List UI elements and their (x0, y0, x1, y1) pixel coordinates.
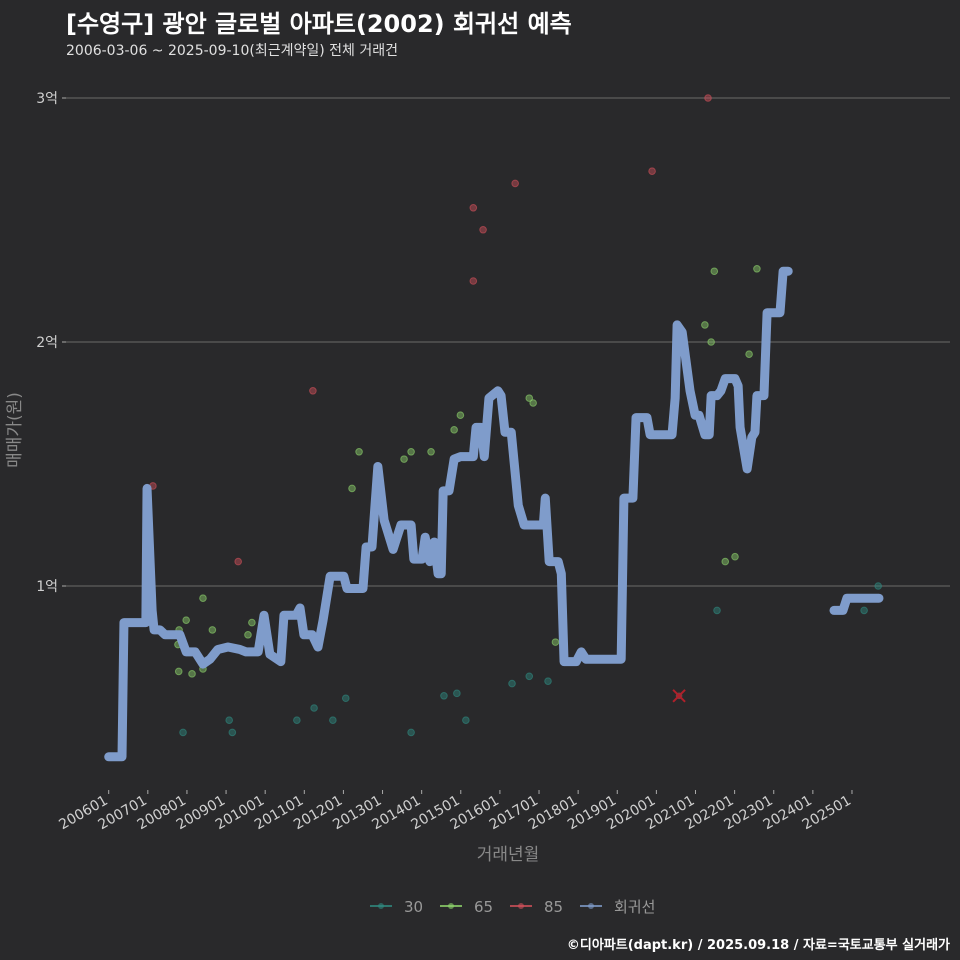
data-point-30 (525, 672, 534, 681)
data-point-30 (228, 728, 237, 737)
data-point-65 (199, 594, 207, 603)
data-point-30 (508, 679, 516, 688)
data-point-65 (701, 321, 709, 329)
data-point-65 (355, 448, 363, 456)
data-point-65 (456, 411, 465, 420)
y-tick-label: 2억 (36, 335, 58, 351)
data-point-65 (348, 484, 356, 493)
data-point-65 (707, 338, 715, 346)
regression-line (829, 593, 884, 615)
data-point-30 (293, 716, 301, 725)
legend-marker-85 (518, 903, 524, 909)
data-point-30 (179, 728, 187, 737)
data-point-30 (713, 606, 721, 615)
source-credit: ©디아파트(dapt.kr) / 2025.09.18 / 자료=국토교통부 실… (566, 938, 950, 953)
data-point-85 (309, 387, 317, 395)
data-point-85 (469, 204, 478, 212)
data-point-65 (400, 455, 408, 463)
data-point-30 (329, 716, 337, 725)
data-point-65 (731, 552, 739, 561)
data-point-30 (874, 582, 882, 590)
data-point-65 (551, 638, 560, 646)
regression-line (104, 266, 793, 762)
y-tick-label: 1억 (36, 579, 58, 595)
data-point-30 (453, 689, 461, 698)
data-point-30 (860, 606, 868, 615)
data-point-65 (525, 394, 534, 402)
y-tick-label: 3억 (36, 91, 58, 107)
data-point-65 (529, 399, 537, 407)
data-point-65 (753, 265, 761, 273)
legend-label-65: 65 (474, 898, 493, 916)
data-point-85 (511, 179, 519, 188)
data-point-65 (427, 448, 435, 456)
data-point-65 (208, 626, 217, 634)
data-point-30 (341, 694, 350, 703)
data-point-65 (244, 631, 252, 639)
data-point-30 (544, 677, 552, 685)
y-axis-label: 매매가(원) (5, 392, 25, 468)
legend-label-85: 85 (544, 898, 563, 916)
legend-marker-regression (588, 903, 594, 909)
data-point-65 (188, 670, 196, 678)
data-point-30 (407, 728, 415, 737)
data-point-65 (745, 350, 753, 359)
data-point-30 (462, 716, 470, 725)
legend-label-regression: 회귀선 (614, 898, 655, 916)
data-point-85 (648, 167, 656, 175)
legend: 30 65 85 회귀선 (370, 898, 655, 916)
legend-label-30: 30 (404, 898, 423, 916)
data-point-85 (479, 225, 487, 234)
data-point-65 (450, 426, 458, 434)
data-point-30 (225, 716, 233, 725)
data-point-65 (182, 616, 190, 624)
chart-subtitle: 2006-03-06 ~ 2025-09-10(최근계약일) 전체 거래건 (66, 43, 398, 59)
chart-title: [수영구] 광안 글로벌 아파트(2002) 회귀선 예측 (66, 10, 572, 38)
data-point-30 (310, 704, 318, 712)
data-point-65 (721, 557, 730, 566)
data-point-65 (174, 667, 183, 676)
data-point-85 (234, 557, 242, 566)
data-point-85 (469, 277, 478, 285)
x-axis-label: 거래년월 (477, 845, 540, 865)
data-point-85 (704, 94, 712, 102)
legend-marker-65 (448, 903, 454, 909)
data-point-30 (440, 692, 448, 700)
data-point-65 (407, 448, 415, 456)
data-point-65 (248, 618, 256, 627)
legend-marker-30 (378, 903, 384, 909)
cancelled-marker-icon (672, 689, 686, 703)
data-point-65 (710, 267, 719, 276)
